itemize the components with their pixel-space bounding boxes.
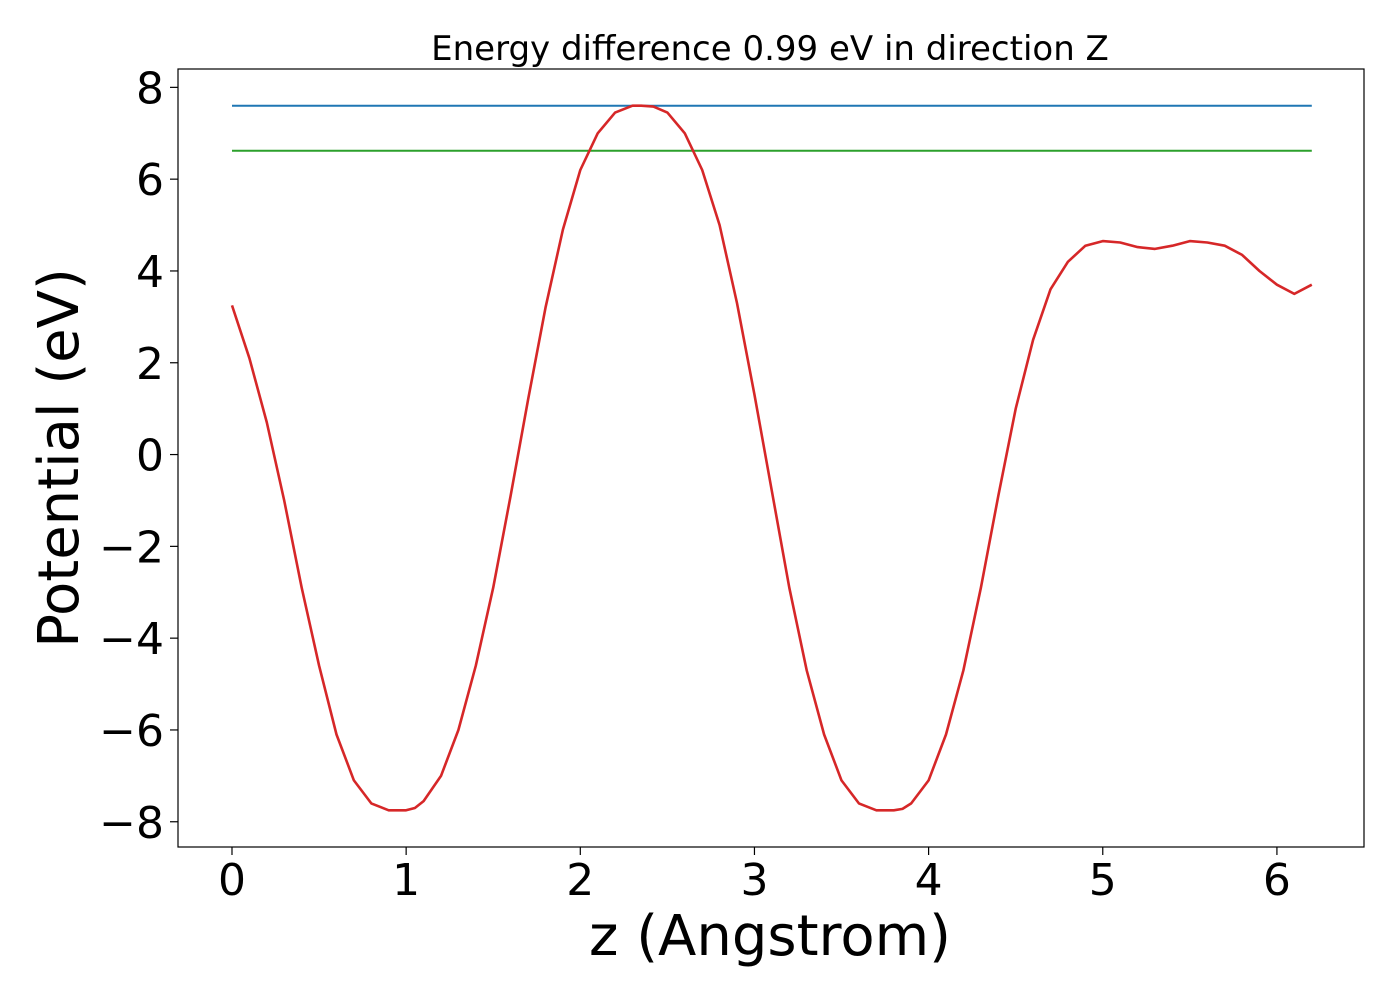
- x-tick-label: 5: [1089, 855, 1117, 906]
- x-tick-label: 6: [1263, 855, 1291, 906]
- chart-title: Energy difference 0.99 eV in direction Z: [431, 29, 1109, 69]
- plot-area: [177, 68, 1365, 848]
- y-tick-label: 4: [136, 247, 164, 298]
- series-layer: [230, 104, 1313, 812]
- y-tick-label: 8: [136, 63, 164, 114]
- y-tick-label: 6: [136, 155, 164, 206]
- y-tick-label: −8: [99, 798, 164, 849]
- x-tick-label: 3: [740, 855, 768, 906]
- y-axis-label: Potential (eV): [27, 268, 92, 648]
- y-tick-label: 2: [136, 339, 164, 390]
- x-tick-label: 2: [566, 855, 594, 906]
- x-tick-label: 4: [915, 855, 943, 906]
- y-tick-label: −2: [99, 522, 164, 573]
- y-tick-label: 0: [136, 431, 164, 482]
- x-tick-label: 1: [392, 855, 420, 906]
- y-axis: −8 −6 −4 −2 0 2 4 6 8: [99, 63, 178, 849]
- potential-curve: [230, 104, 1313, 812]
- y-tick-label: −6: [99, 706, 164, 757]
- x-axis: 0 1 2 3 4 5 6: [218, 847, 1291, 906]
- y-tick-label: −4: [99, 614, 164, 665]
- x-axis-label: z (Angstrom): [589, 904, 951, 969]
- x-tick-label: 0: [218, 855, 246, 906]
